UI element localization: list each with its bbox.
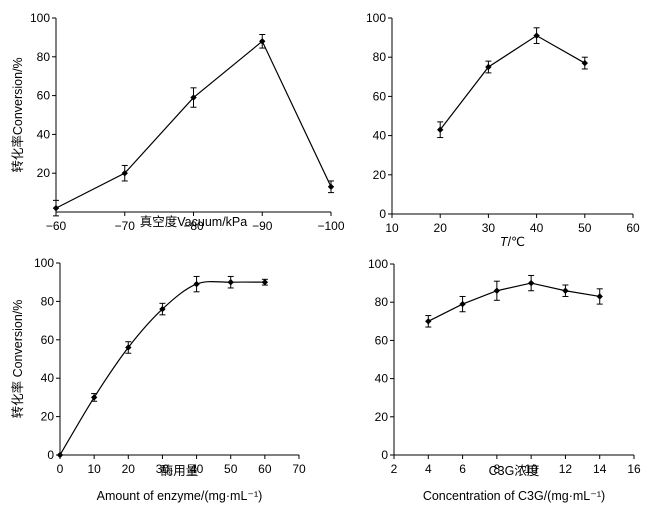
data-point: [425, 318, 432, 325]
data-point: [52, 204, 60, 212]
chart-1: 20 40 60 80 100 −60 −70 −80 −90 −100 真空度Vacuum/kPa…: [10, 11, 345, 233]
x-tick-label: −60: [46, 219, 67, 233]
data-point: [485, 63, 492, 71]
x-tick-label: −80: [183, 219, 204, 233]
y-tick-label: 40: [375, 372, 389, 386]
y-tick-label: 60: [37, 89, 51, 103]
data-point: [259, 38, 266, 45]
x-tick-label: 20: [122, 462, 136, 476]
data-point: [190, 94, 197, 101]
y-tick-label: 20: [375, 410, 389, 424]
x-tick-label: −70: [115, 219, 136, 233]
x-tick-label: 40: [530, 221, 544, 235]
data-point: [261, 279, 269, 286]
data-point: [159, 305, 166, 313]
x-tick-label: 8: [494, 462, 501, 476]
data-point: [533, 32, 540, 39]
y-tick-label: 40: [41, 371, 55, 385]
x-tick-label: 10: [87, 462, 101, 476]
data-point: [193, 280, 200, 288]
y-tick-label: 80: [41, 294, 55, 308]
y-tick-label: 0: [381, 448, 388, 462]
x-tick-label: 30: [156, 462, 170, 476]
data-point: [459, 300, 466, 308]
x-axis-label: T/℃: [500, 235, 525, 249]
y-tick-label: 0: [47, 448, 54, 462]
data-point: [493, 287, 501, 294]
x-tick-label: −100: [317, 219, 344, 233]
chart-4: 0 20 40 60 80 100 2 4 6 8 10 12 14 16 C3G浓度 Concentrati…: [368, 257, 641, 503]
data-point: [121, 170, 128, 177]
y-tick-label: 80: [37, 50, 51, 64]
x-tick-label: 4: [425, 462, 432, 476]
x-tick-label: 0: [57, 462, 64, 476]
x-axis-label: 真空度Vacuum/kPa: [140, 214, 247, 229]
x-tick-label: 2: [391, 462, 398, 476]
x-tick-label: 20: [434, 221, 448, 235]
x-tick-label: 40: [190, 462, 204, 476]
data-point: [327, 183, 335, 190]
x-tick-label: 30: [482, 221, 496, 235]
y-tick-label: 100: [34, 256, 54, 270]
x-tick-label: 50: [224, 462, 238, 476]
data-point: [227, 279, 234, 286]
data-point: [596, 293, 603, 300]
y-tick-label: 60: [41, 333, 55, 347]
y-tick-label: 20: [41, 410, 55, 424]
x-tick-label: 50: [578, 221, 592, 235]
x-tick-label: 16: [627, 462, 641, 476]
y-tick-label: 80: [373, 50, 387, 64]
data-point: [125, 344, 132, 351]
data-point: [581, 59, 588, 67]
x-tick-label: 60: [258, 462, 272, 476]
x-tick-label: 10: [385, 221, 399, 235]
data-point: [90, 394, 98, 401]
y-tick-label: 100: [368, 257, 388, 271]
y-tick-label: 0: [379, 207, 386, 221]
series-line: [55, 40, 332, 209]
x-axis-label-en: Amount of enzyme/(mg·mL⁻¹): [97, 489, 263, 503]
x-tick-label: 10: [524, 462, 538, 476]
y-axis-label: 转化率 Conversion/%: [10, 300, 25, 419]
y-tick-label: 60: [375, 333, 389, 347]
x-tick-label: 14: [593, 462, 607, 476]
x-axis-label-en: Concentration of C3G/(mg·mL⁻¹): [423, 489, 605, 503]
y-axis-label: 转化率Conversion/%: [10, 57, 25, 172]
x-axis-label: 酶用量: [161, 463, 199, 478]
x-axis-label: C3G浓度: [489, 463, 540, 478]
data-point: [562, 287, 569, 294]
series-line: [428, 282, 600, 322]
y-tick-label: 40: [373, 129, 387, 143]
chart-2: 0 20 40 60 80 100 10 20 30 40 50 60 T/℃: [366, 11, 640, 249]
y-tick-label: 100: [366, 11, 386, 25]
data-point: [56, 451, 64, 459]
y-tick-label: 80: [375, 295, 389, 309]
x-tick-label: 70: [292, 462, 306, 476]
data-point: [527, 279, 535, 287]
data-point: [437, 126, 444, 133]
y-tick-label: 40: [37, 127, 51, 141]
y-tick-label: 100: [30, 11, 50, 25]
y-tick-label: 20: [373, 168, 387, 182]
x-tick-label: 6: [459, 462, 466, 476]
series-line: [439, 34, 586, 131]
y-tick-label: 60: [373, 89, 387, 103]
x-tick-label: 12: [559, 462, 573, 476]
chart-3: 0 20 40 60 80 100 0 10 20 30 40 50 60 70 酶用量 Amount of …: [10, 256, 306, 503]
x-tick-label: 60: [626, 221, 640, 235]
x-tick-label: −90: [252, 219, 273, 233]
y-tick-label: 20: [37, 166, 51, 180]
